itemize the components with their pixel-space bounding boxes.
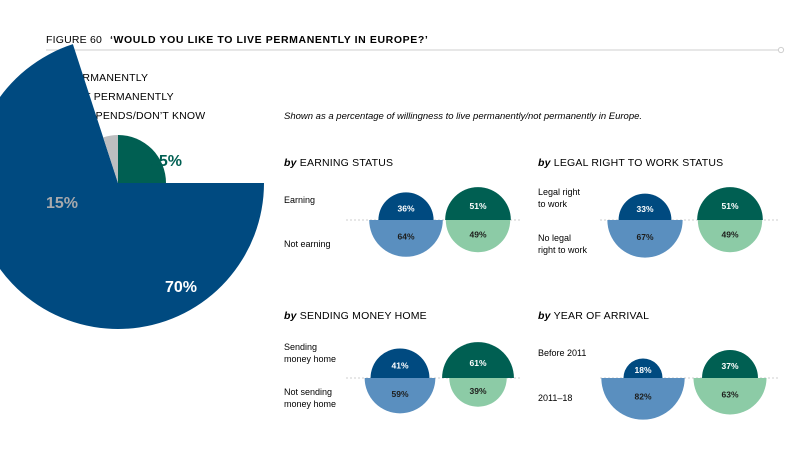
- semicircle-bottom: [601, 378, 685, 420]
- figure-title: ‘WOULD YOU LIKE TO LIVE PERMANENTLY IN E…: [110, 34, 428, 46]
- value-label-bottom: 64%: [397, 231, 414, 241]
- value-label-bottom: 59%: [391, 389, 408, 399]
- not-permanently-column: 61% 39%: [442, 342, 514, 407]
- figure-number: FIGURE 60: [46, 34, 102, 46]
- semicircle-bottom: [369, 220, 443, 257]
- value-label-bottom: 82%: [634, 391, 651, 401]
- semicircle-bottom: [697, 220, 763, 253]
- value-label-top: 51%: [721, 201, 738, 211]
- chart-note: Shown as a percentage of willingness to …: [284, 111, 642, 122]
- value-label-bottom: 49%: [469, 230, 486, 240]
- semicircle-top: [702, 350, 758, 378]
- not-permanently-column: 37% 63%: [693, 350, 767, 415]
- pie-label-permanently: 70%: [165, 279, 197, 296]
- semicircle-bottom: [449, 378, 507, 407]
- permanently-column: 36% 64%: [369, 192, 443, 257]
- panel-sending-money-home: by SENDING MONEY HOME Sending money home …: [284, 310, 520, 414]
- legend-label-not-permanently: NOT PERMANENTLY: [68, 91, 174, 103]
- semicircle-bottom: [607, 220, 683, 258]
- value-label-top: 41%: [391, 361, 408, 371]
- permanently-column: 18% 82%: [601, 358, 685, 420]
- row-label-top: Legal right to work: [538, 187, 581, 209]
- legend-label-depends: IT DEPENDS/DON’T KNOW: [68, 110, 205, 122]
- panel-year-of-arrival: by YEAR OF ARRIVAL Before 2011 2011–18 1…: [538, 310, 780, 420]
- not-permanently-column: 51% 49%: [697, 187, 763, 253]
- panel-earning-status: by EARNING STATUS Earning Not earning 36…: [284, 157, 520, 257]
- pie-chart: [0, 44, 264, 329]
- pie-slice-not-permanently: [118, 135, 166, 183]
- value-label-top: 61%: [469, 358, 486, 368]
- row-label-top: Before 2011: [538, 348, 586, 358]
- row-label-bottom: No legal right to work: [538, 233, 588, 255]
- value-label-top: 37%: [721, 361, 738, 371]
- pie-slice-depends: [103, 135, 118, 183]
- row-label-bottom: Not sending money home: [284, 387, 336, 409]
- value-label-bottom: 63%: [721, 389, 738, 399]
- permanently-column: 41% 59%: [364, 348, 436, 414]
- semicircle-top: [442, 342, 514, 378]
- semicircle-bottom: [693, 378, 767, 415]
- semicircle-top: [618, 193, 672, 220]
- semicircle-top: [697, 187, 763, 220]
- legend-label-permanently: PERMANENTLY: [68, 72, 148, 84]
- permanently-column: 33% 67%: [607, 193, 683, 258]
- not-permanently-column: 51% 49%: [445, 187, 511, 253]
- value-label-bottom: 49%: [721, 230, 738, 240]
- pie-slice-permanently: [0, 44, 264, 329]
- pie-label-not-permanently: 15%: [150, 153, 182, 170]
- panel-title: by EARNING STATUS: [284, 157, 393, 169]
- panel-legal-right-to-work: by LEGAL RIGHT TO WORK STATUS Legal righ…: [538, 157, 780, 258]
- value-label-top: 36%: [397, 203, 414, 213]
- semicircle-bottom: [364, 378, 436, 414]
- value-label-top: 33%: [636, 204, 653, 214]
- semicircle-bottom: [445, 220, 511, 253]
- panel-title: by LEGAL RIGHT TO WORK STATUS: [538, 157, 723, 169]
- row-label-bottom: 2011–18: [538, 393, 572, 403]
- semicircle-top: [378, 192, 434, 220]
- row-label-top: Earning: [284, 195, 315, 205]
- value-label-bottom: 67%: [636, 232, 653, 242]
- value-label-bottom: 39%: [469, 386, 486, 396]
- header-rule-end-icon: [777, 46, 785, 54]
- semicircle-top: [623, 358, 663, 378]
- value-label-top: 18%: [634, 365, 651, 375]
- row-label-bottom: Not earning: [284, 239, 331, 249]
- value-label-top: 51%: [469, 201, 486, 211]
- semicircle-top: [445, 187, 511, 220]
- row-label-top: Sending money home: [284, 342, 336, 364]
- pie-label-depends: 15%: [46, 195, 78, 212]
- semicircle-top: [370, 348, 430, 378]
- panel-title: by YEAR OF ARRIVAL: [538, 310, 649, 322]
- panel-title: by SENDING MONEY HOME: [284, 310, 427, 322]
